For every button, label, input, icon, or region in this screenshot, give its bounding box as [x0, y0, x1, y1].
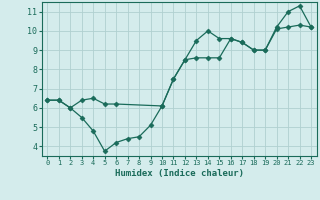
X-axis label: Humidex (Indice chaleur): Humidex (Indice chaleur) [115, 169, 244, 178]
